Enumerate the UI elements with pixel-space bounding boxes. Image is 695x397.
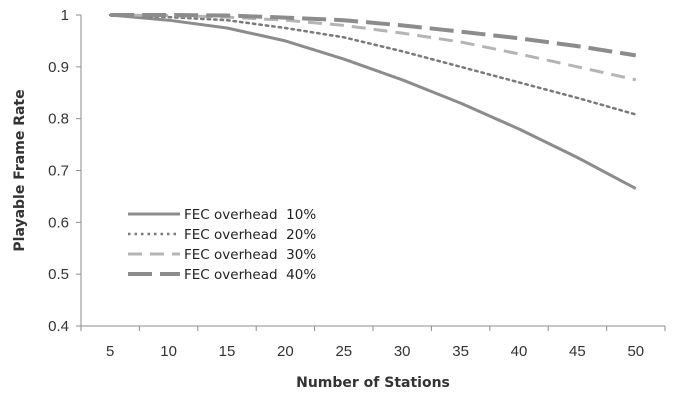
x-tick-label: 25	[335, 343, 352, 360]
x-tick-label: 35	[452, 343, 469, 360]
tick-labels: 0.40.50.60.70.80.915 10 15 20 25 30 35 40 45 50	[48, 7, 644, 360]
x-tick-label: 45	[569, 343, 586, 360]
y-tick-label: 0.5	[48, 266, 69, 283]
x-tick-label: 10	[160, 343, 177, 360]
legend: FEC overhead 10% FEC overhead 20% FEC over…	[128, 207, 316, 283]
y-tick-label: 0.7	[48, 163, 69, 180]
series-lines	[108, 13, 638, 190]
y-tick-label: 0.6	[48, 214, 69, 231]
x-axis-title: Number of Stations	[296, 375, 450, 391]
x-tick-label: 5	[106, 343, 114, 360]
legend-label-2: FEC overhead 20%	[184, 227, 316, 243]
series-line-4	[110, 13, 637, 58]
legend-label-4: FEC overhead 40%	[184, 267, 316, 283]
y-tick-label: 0.8	[48, 111, 69, 128]
x-tick-label: 30	[394, 343, 411, 360]
y-tick-label: 1	[61, 7, 69, 24]
legend-label-1: FEC overhead 10%	[184, 207, 316, 223]
x-tick-label: 40	[511, 343, 528, 360]
y-tick-label: 0.9	[48, 59, 69, 76]
y-axis-title: Playable Frame Rate	[12, 89, 28, 251]
legend-label-3: FEC overhead 30%	[184, 247, 316, 263]
series-line-3	[110, 13, 637, 82]
y-tick-label: 0.4	[48, 318, 69, 335]
series-line-2	[108, 13, 638, 116]
series-line-1	[110, 13, 637, 190]
axes	[76, 14, 666, 331]
x-tick-label: 15	[219, 343, 236, 360]
x-tick-label: 20	[277, 343, 294, 360]
x-tick-label: 50	[627, 343, 644, 360]
